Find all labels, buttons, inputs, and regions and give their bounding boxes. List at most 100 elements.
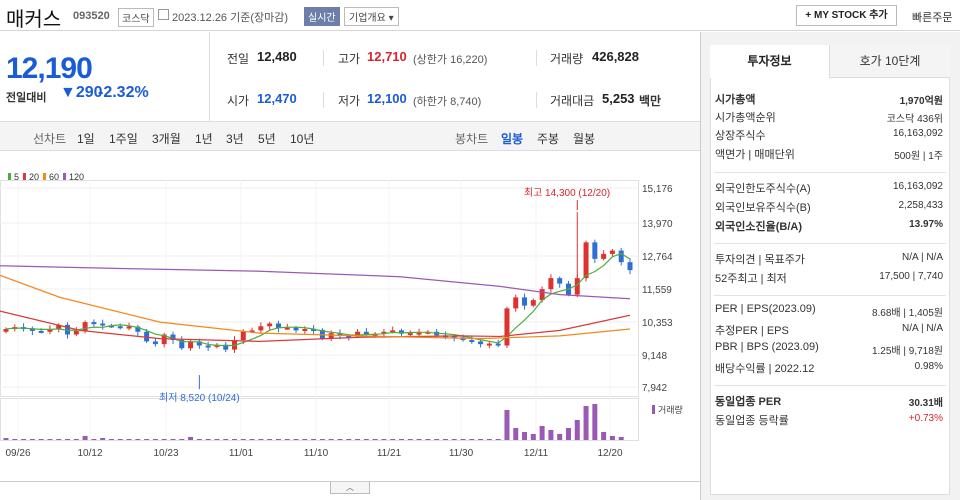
candle-body xyxy=(196,341,202,346)
legend-swatch xyxy=(43,173,47,181)
info-value: 16,163,092 xyxy=(892,181,943,192)
volume-bar xyxy=(460,439,466,440)
divider xyxy=(0,481,700,482)
volume-bar xyxy=(302,439,308,440)
candle-body xyxy=(530,300,536,306)
tab-orderbook-10[interactable]: 호가 10단계 xyxy=(830,45,950,78)
tab-investment-info[interactable]: 투자정보 xyxy=(710,45,830,78)
period-3m[interactable]: 3개월 xyxy=(152,132,181,146)
y-tick-label: 11,559 xyxy=(642,285,672,296)
candle-body xyxy=(574,278,580,295)
legend-swatch xyxy=(23,173,27,181)
period-1y[interactable]: 1년 xyxy=(195,132,213,146)
low-price: 12,100 xyxy=(367,91,407,106)
candle-body xyxy=(284,327,290,330)
y-tick-label: 13,970 xyxy=(642,219,673,230)
stock-code: 093520 xyxy=(73,10,110,22)
period-1d[interactable]: 1일 xyxy=(77,132,95,146)
candle-monthly[interactable]: 월봉 xyxy=(573,132,596,146)
x-tick-label: 12/11 xyxy=(524,448,549,459)
volume-bar xyxy=(522,432,528,440)
candle-body xyxy=(29,328,35,331)
base-date: 2023.12.26 기준(장마감) xyxy=(172,12,289,24)
candle-body xyxy=(337,333,343,336)
volume-bar xyxy=(144,439,150,440)
current-price: 12,190 xyxy=(6,52,93,85)
open-price: 12,470 xyxy=(257,91,297,106)
candle-body xyxy=(56,324,62,330)
candle-body xyxy=(495,343,501,346)
candle-body xyxy=(205,345,211,348)
candle-body xyxy=(398,330,404,334)
period-10y[interactable]: 10년 xyxy=(290,132,315,146)
amount-label: 거래대금 xyxy=(550,94,595,108)
volume-bar xyxy=(258,439,264,440)
volume-bar xyxy=(390,439,396,440)
volume-bar xyxy=(117,439,123,440)
info-label: 시가총액순위 xyxy=(715,112,776,124)
volume-bar xyxy=(513,428,519,440)
candle-body xyxy=(416,332,422,335)
candle-body xyxy=(240,330,246,341)
add-my-stock-button[interactable]: + MY STOCK 추가 xyxy=(796,5,897,26)
upper-limit: (상한가 16,220) xyxy=(413,54,488,66)
x-tick-label: 11/10 xyxy=(304,448,329,459)
price-chart: 15,176 13,970 12,764 11,559 10,353 9,148 7,942… xyxy=(0,180,683,459)
info-label: PER | EPS(2023.09) xyxy=(715,303,816,315)
info-value: 0.98% xyxy=(914,361,943,372)
line-chart-label: 선차트 xyxy=(33,132,67,146)
period-1w[interactable]: 1주일 xyxy=(109,132,138,146)
volume-bar xyxy=(601,432,607,440)
divider xyxy=(323,50,324,66)
candle-body xyxy=(249,330,255,333)
company-overview-label: 기업개요 xyxy=(349,13,386,24)
volume-bar xyxy=(205,439,211,440)
company-overview-dropdown[interactable]: 기업개요 ▾ xyxy=(344,7,399,26)
volume-bar xyxy=(170,439,176,440)
lower-limit: (하한가 8,740) xyxy=(413,96,482,108)
calendar-icon xyxy=(158,9,169,20)
volume-bar xyxy=(539,426,545,440)
volume-bar xyxy=(495,439,501,440)
divider xyxy=(714,243,946,244)
volume-bar xyxy=(355,439,361,440)
collapse-chart-button[interactable]: ︿ xyxy=(330,482,370,494)
volume-bar xyxy=(469,439,475,440)
ma60-line xyxy=(0,274,631,340)
period-3y[interactable]: 3년 xyxy=(226,132,244,146)
volume-bar xyxy=(293,439,299,440)
volume-bar xyxy=(609,436,615,440)
candle-weekly[interactable]: 주봉 xyxy=(537,132,560,146)
y-tick-label: 7,942 xyxy=(642,383,667,394)
volume-bar xyxy=(363,439,369,440)
volume-bar xyxy=(82,436,88,440)
volume-bar xyxy=(126,439,132,440)
info-value: 8.68배 | 1,405원 xyxy=(871,308,943,319)
quick-order-link[interactable]: 빠른주문 xyxy=(912,12,953,24)
candle-body xyxy=(390,330,396,333)
price-stats: 전일 12,480 고가 12,710 (상한가 16,220) 거래량 426… xyxy=(211,32,699,121)
volume-bar xyxy=(618,437,624,440)
divider xyxy=(536,50,537,66)
volume-bar xyxy=(574,420,580,440)
info-label: 배당수익률 | 2022.12 xyxy=(715,363,815,375)
volume-bar xyxy=(232,439,238,440)
candle-body xyxy=(522,297,528,306)
x-tick-label: 09/26 xyxy=(5,448,30,459)
volume-bar xyxy=(381,439,387,440)
volume-bar xyxy=(29,439,35,440)
candle-daily[interactable]: 일봉 xyxy=(501,132,524,146)
divider xyxy=(323,92,324,108)
candle-body xyxy=(47,329,53,332)
candle-body xyxy=(311,329,317,332)
volume-bar xyxy=(346,439,352,440)
volume-bar xyxy=(152,439,158,440)
info-value: N/A | N/A xyxy=(902,323,943,334)
candle-body xyxy=(504,308,510,346)
volume-bar xyxy=(47,439,53,440)
period-5y[interactable]: 5년 xyxy=(258,132,276,146)
info-value: 1,970억원 xyxy=(899,96,943,107)
realtime-button[interactable]: 실시간 xyxy=(304,7,340,26)
volume-bar xyxy=(240,439,246,440)
volume-bar xyxy=(38,439,44,440)
